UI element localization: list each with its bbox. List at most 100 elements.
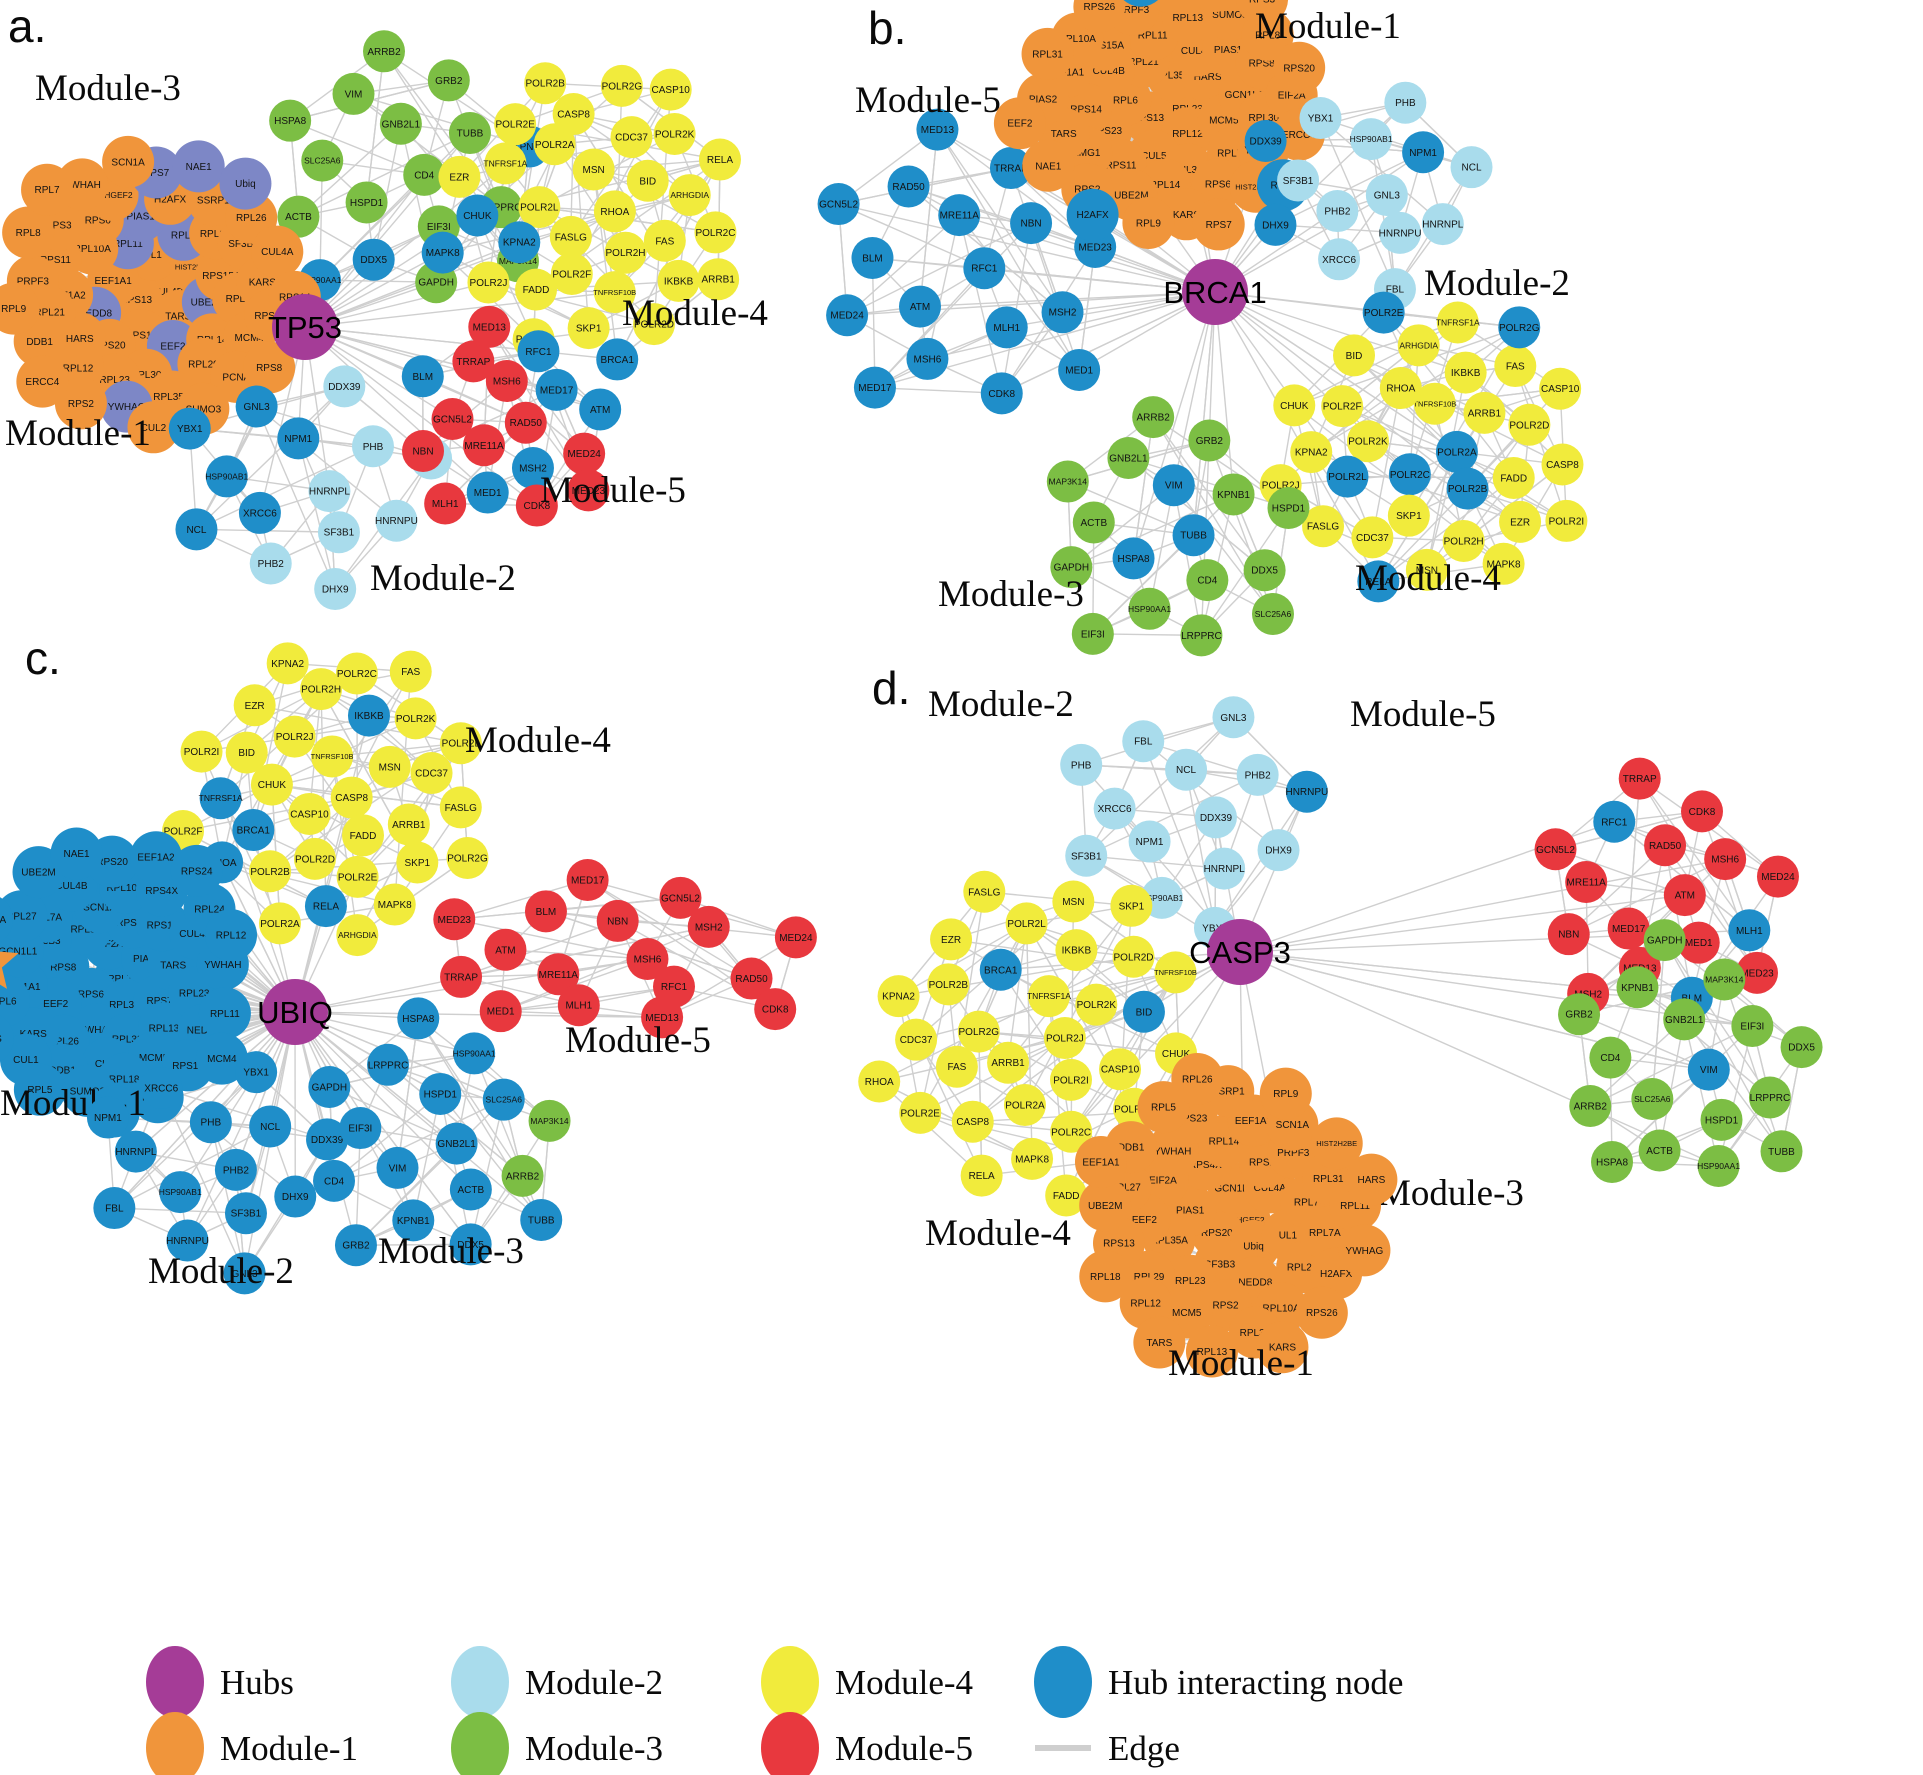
node-c-VIM[interactable] [376, 1146, 419, 1189]
node-b-POLR2G[interactable] [1498, 306, 1541, 349]
node-d-RHOA[interactable] [858, 1060, 901, 1103]
node-b-RFC1[interactable] [963, 247, 1006, 290]
node-c-RPS15A[interactable] [0, 894, 13, 946]
node-d-FAS[interactable] [935, 1045, 978, 1088]
node-d-POLR2B[interactable] [927, 963, 970, 1006]
node-b-NBN[interactable] [1010, 202, 1053, 245]
node-a-SCN1A[interactable] [102, 135, 155, 188]
node-b-ACTB[interactable] [1072, 501, 1115, 544]
node-b-ARRB1[interactable] [1463, 391, 1506, 434]
node-a-TRRAP[interactable] [452, 340, 495, 383]
node-d-TNFRSF10B[interactable] [1154, 951, 1197, 994]
node-a-RFC1[interactable] [517, 330, 560, 373]
node-c-GCN5L2[interactable] [659, 876, 702, 919]
node-d-MAPK8[interactable] [1011, 1137, 1054, 1180]
node-c-POLR2D[interactable] [293, 837, 336, 880]
node-b-PHB[interactable] [1384, 81, 1427, 124]
node-b-EEF2[interactable] [993, 97, 1046, 150]
node-b-HSPA8[interactable] [1112, 537, 1155, 580]
node-a-HSPD1[interactable] [345, 181, 388, 224]
node-a-MED23[interactable] [567, 469, 610, 512]
node-b-POLR2D[interactable] [1508, 403, 1551, 446]
node-b-SCN1A[interactable] [1188, 0, 1240, 13]
node-b-SLC25A6[interactable] [1251, 592, 1294, 635]
node-a-ACTB[interactable] [277, 195, 320, 238]
node-d-CD4[interactable] [1589, 1036, 1632, 1079]
node-b-HSPD1[interactable] [1267, 486, 1310, 529]
node-c-POLR2E[interactable] [336, 855, 379, 898]
node-c-MED1[interactable] [479, 990, 522, 1033]
node-d-RPL18[interactable] [1079, 1250, 1132, 1303]
node-c-MAPK8[interactable] [373, 883, 416, 926]
node-b-RPL9[interactable] [1122, 196, 1175, 249]
node-d-EIF3I[interactable] [1731, 1004, 1774, 1047]
node-b-POLR2F[interactable] [1321, 385, 1364, 428]
node-a-MED13[interactable] [468, 305, 511, 348]
node-b-MSH2[interactable] [1041, 291, 1084, 334]
node-a-CD4[interactable] [403, 153, 446, 196]
node-b-GNL3[interactable] [1365, 173, 1408, 216]
node-a-POLR2G[interactable] [600, 64, 643, 107]
node-b-CASP8[interactable] [1541, 443, 1584, 486]
node-d-POLR2G[interactable] [957, 1010, 1000, 1053]
node-b-TNFRSF1A[interactable] [1436, 301, 1479, 344]
node-c-MAP3K14[interactable] [528, 1099, 571, 1142]
node-a-XRCC6[interactable] [238, 491, 281, 534]
node-d-YWHAG[interactable] [1338, 1224, 1391, 1277]
node-b-POLR2L[interactable] [1326, 455, 1369, 498]
node-d-ACTB[interactable] [1638, 1129, 1681, 1172]
node-a-CASP10[interactable] [649, 68, 692, 111]
node-d-EEF1A1[interactable] [1074, 1136, 1127, 1189]
node-d-GNL3[interactable] [1212, 696, 1255, 739]
node-d-EZR[interactable] [930, 918, 973, 961]
node-d-GRB2[interactable] [1558, 993, 1601, 1036]
node-c-SLC25A6[interactable] [482, 1078, 525, 1121]
node-c-RPL12[interactable] [205, 909, 258, 962]
node-d-PHB2[interactable] [1236, 753, 1279, 796]
node-d-CDC37[interactable] [895, 1018, 938, 1061]
node-a-VIM[interactable] [332, 72, 375, 115]
node-c-HNRNPL[interactable] [114, 1130, 157, 1173]
node-a-GRB2[interactable] [427, 59, 470, 102]
node-d-SF3B1[interactable] [1065, 834, 1108, 877]
node-c-EZR[interactable] [233, 684, 276, 727]
node-d-MSH6[interactable] [1704, 838, 1747, 881]
node-b-BID[interactable] [1333, 334, 1376, 377]
node-c-RELA[interactable] [304, 885, 347, 928]
node-a-NPM1[interactable] [277, 417, 320, 460]
node-a-RAD50[interactable] [504, 401, 547, 444]
node-b-MED1[interactable] [1058, 349, 1101, 392]
node-d-ARRB2[interactable] [1569, 1085, 1612, 1128]
node-d-FASLG[interactable] [963, 870, 1006, 913]
node-c-GNL3[interactable] [223, 1252, 266, 1295]
node-c-GRB2[interactable] [334, 1224, 377, 1267]
node-a-DHX9[interactable] [314, 567, 357, 610]
node-a-KPNA2[interactable] [498, 221, 541, 264]
node-d-DHX9[interactable] [1257, 829, 1300, 872]
node-c-RPL6[interactable] [0, 974, 31, 1027]
node-c-ATM[interactable] [484, 928, 527, 971]
node-a-HNRNPL[interactable] [308, 470, 351, 513]
node-b-FADD[interactable] [1492, 456, 1535, 499]
node-d-RPL9[interactable] [1259, 1067, 1312, 1120]
node-d-POLR2J[interactable] [1043, 1017, 1086, 1060]
node-b-DDX5[interactable] [1243, 549, 1286, 592]
hub-node-CASP3[interactable] [1207, 919, 1273, 985]
node-d-POLR2I[interactable] [1049, 1058, 1092, 1101]
node-d-TNFRSF1A[interactable] [1027, 975, 1070, 1018]
node-a-MED24[interactable] [563, 432, 606, 475]
node-a-RPS2[interactable] [54, 377, 107, 430]
node-c-CDC37[interactable] [410, 752, 453, 795]
node-d-LRPPRC[interactable] [1748, 1076, 1791, 1119]
node-b-MAP3K14[interactable] [1046, 460, 1089, 503]
node-a-SKP1[interactable] [567, 307, 610, 350]
node-c-CDK8[interactable] [754, 988, 797, 1031]
node-c-FBL[interactable] [93, 1187, 136, 1230]
node-d-TRRAP[interactable] [1618, 757, 1661, 800]
node-a-ERCC4[interactable] [16, 355, 69, 408]
node-a-MRE11A[interactable] [463, 424, 506, 467]
node-c-BRCA1[interactable] [232, 809, 275, 852]
node-c-GNB2L1[interactable] [435, 1122, 478, 1165]
node-b-HSP90AA1[interactable] [1128, 587, 1171, 630]
node-c-MED17[interactable] [566, 858, 609, 901]
